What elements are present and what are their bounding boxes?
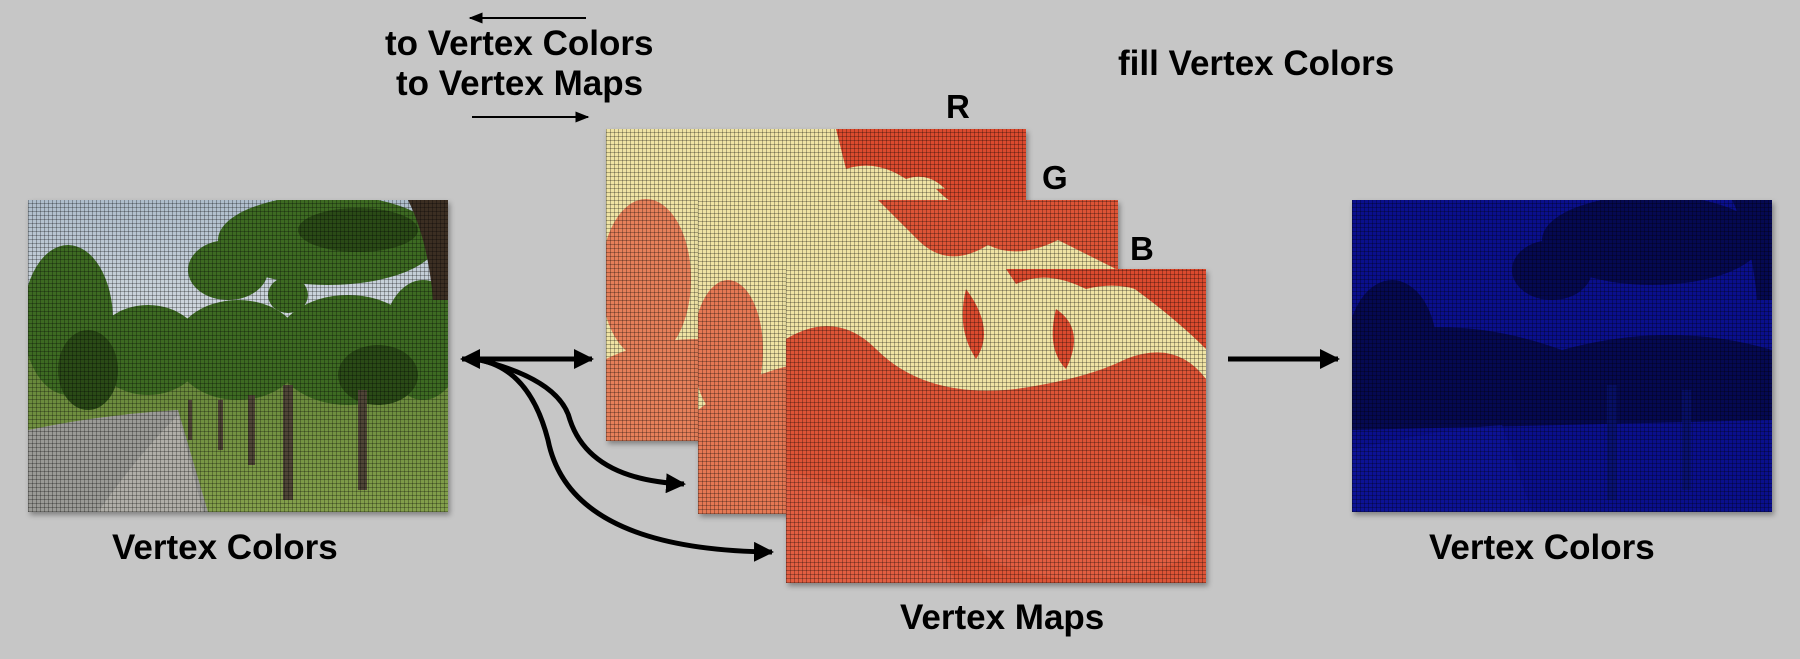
left-caption: Vertex Colors [112,528,338,567]
curved-arrow-to-b [479,357,774,562]
to-vertex-colors-label: to Vertex Colors [385,24,654,63]
channel-g-label: G [1042,159,1068,196]
channel-r-label: R [946,88,970,125]
to-vertex-maps-label: to Vertex Maps [396,64,644,103]
fill-vertex-colors-label: fill Vertex Colors [1118,44,1395,83]
vertex-map-b [786,269,1206,583]
middle-caption: Vertex Maps [900,598,1105,637]
right-caption: Vertex Colors [1429,528,1655,567]
result-vertex-colors-image [1352,200,1772,512]
channel-b-label: B [1130,230,1154,267]
source-vertex-colors-image [28,200,448,512]
curved-arrow-to-g [479,357,686,494]
